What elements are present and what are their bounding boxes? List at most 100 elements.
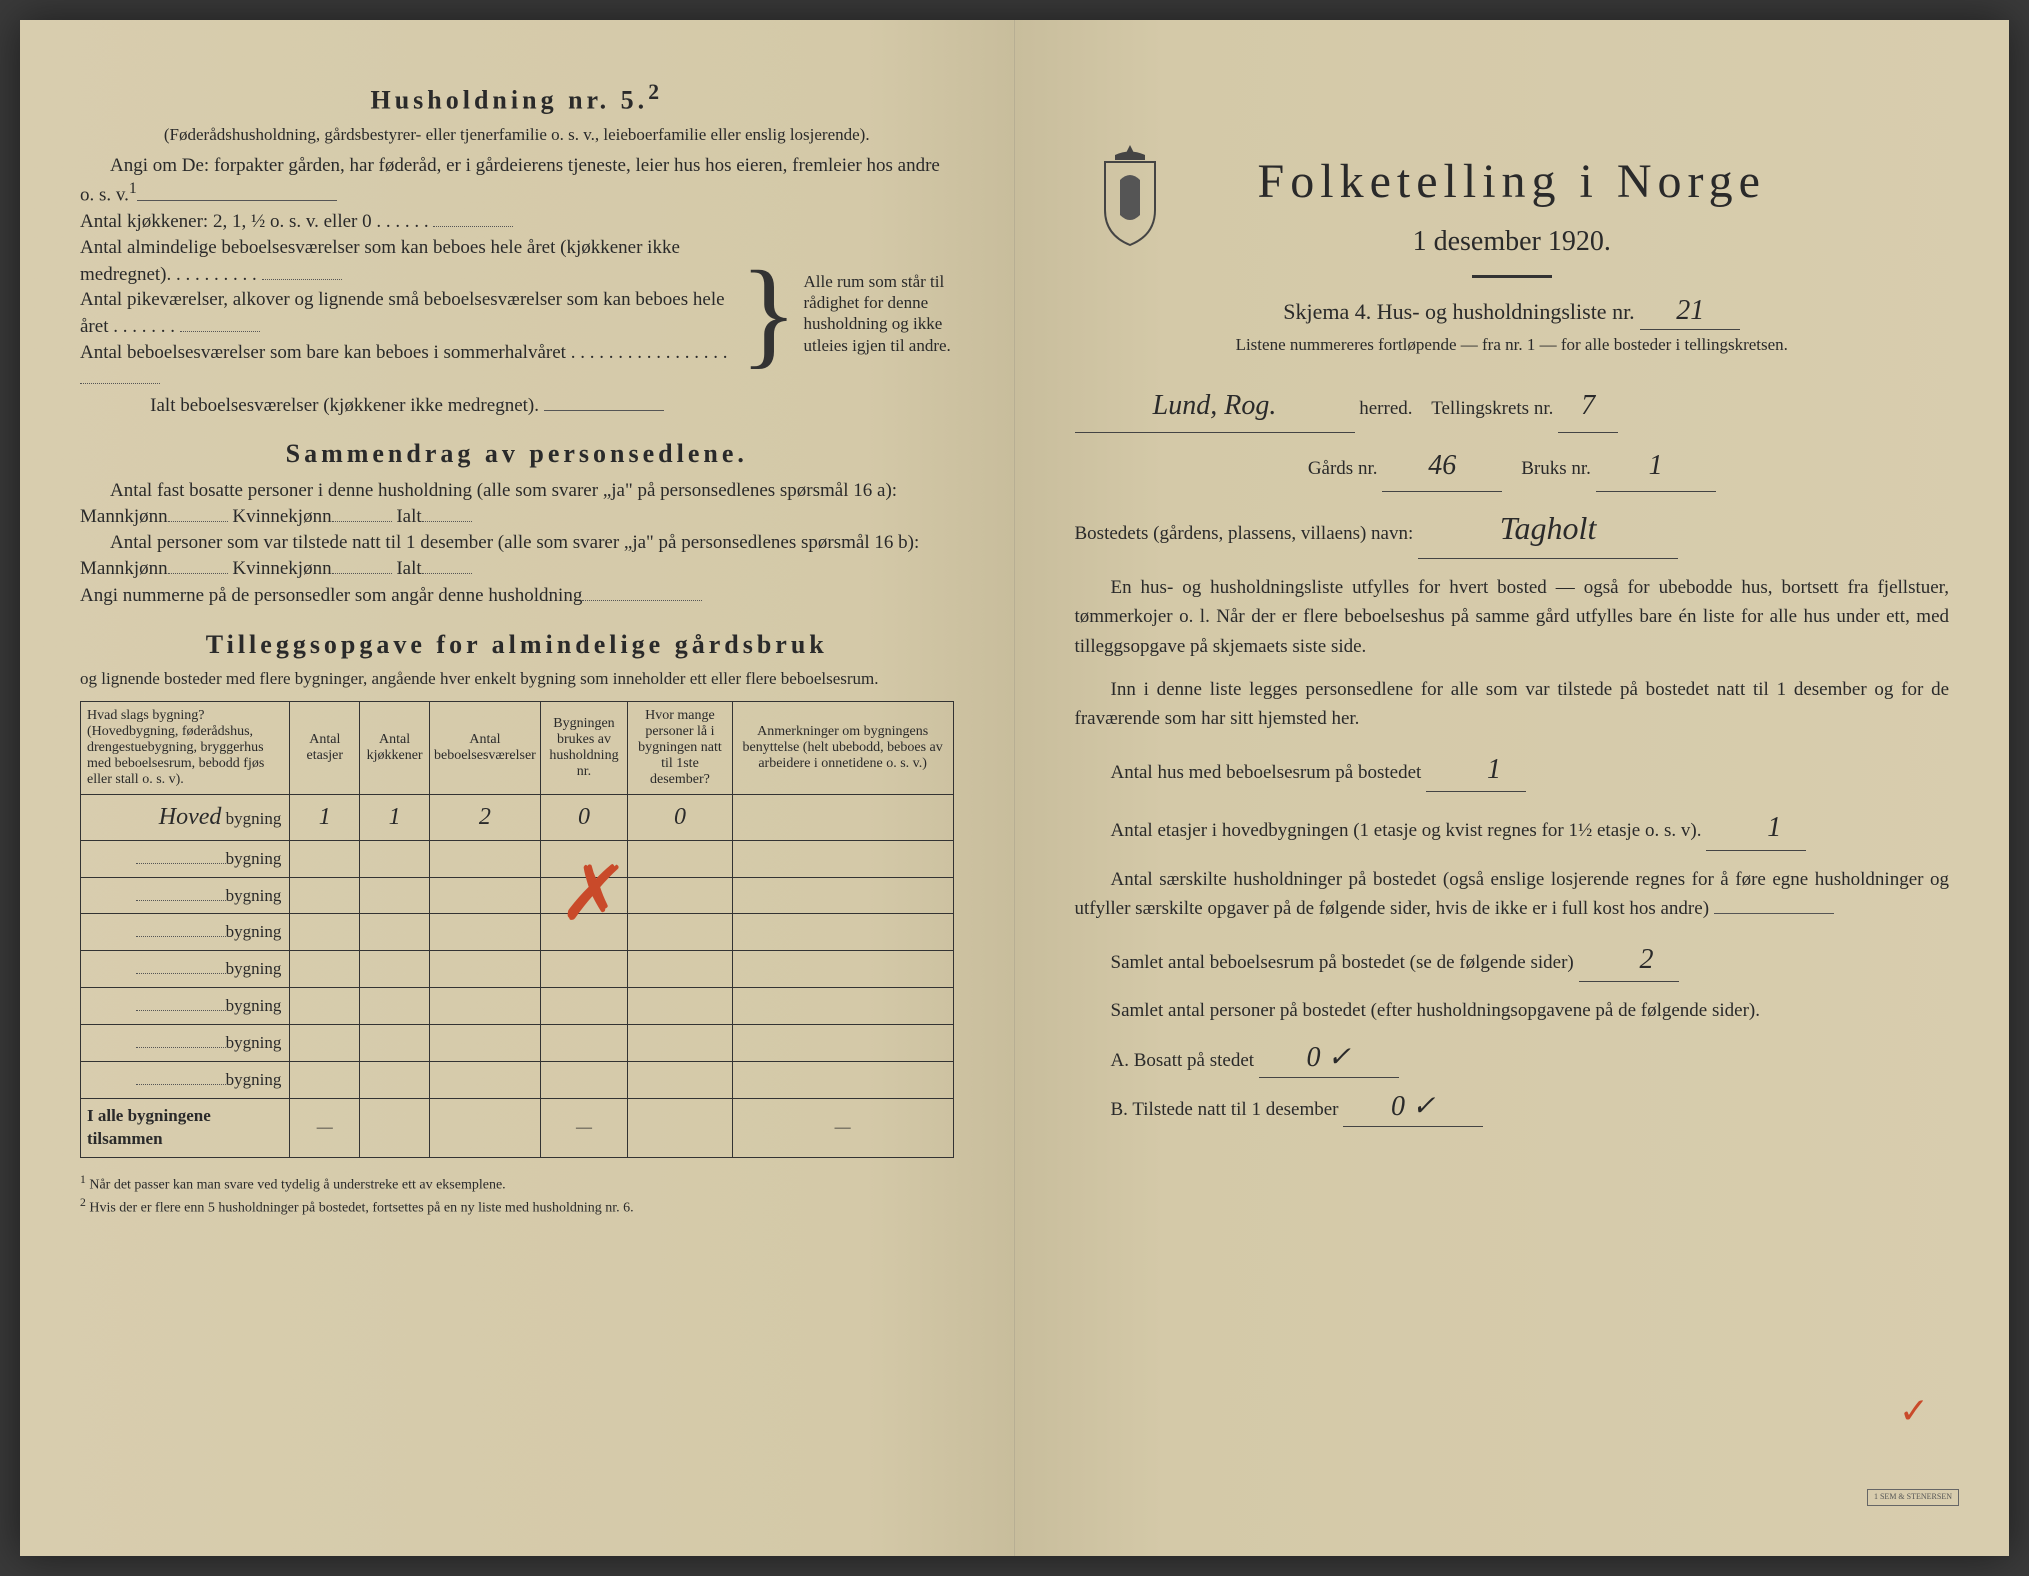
para1: En hus- og husholdningsliste utfylles fo… xyxy=(1075,573,1950,661)
gard-label: Gårds nr. xyxy=(1308,458,1378,479)
krets-value: 7 xyxy=(1558,381,1618,432)
fill xyxy=(168,555,228,574)
row-suffix: bygning xyxy=(226,886,282,905)
table-row: bygning xyxy=(81,914,954,951)
q2-text: Antal etasjer i hovedbygningen (1 etasje… xyxy=(1111,820,1702,841)
r1c6 xyxy=(732,795,953,840)
title-rule xyxy=(1472,275,1552,278)
q1-text: Antal hus med beboelsesrum på bostedet xyxy=(1111,762,1422,783)
row-label: bygning xyxy=(81,1062,290,1099)
heading-household-5: Husholdning nr. 5.2 xyxy=(80,78,954,118)
angi-num: Angi nummerne på de personsedler som ang… xyxy=(80,582,954,609)
table-head: Hvad slags bygning? (Hovedbygning, føder… xyxy=(81,701,954,794)
r1c5: 0 xyxy=(628,795,733,840)
fill xyxy=(422,503,472,522)
fn2-text: Hvis der er flere enn 5 husholdninger på… xyxy=(89,1201,633,1216)
fill xyxy=(136,1031,226,1048)
answer-a: A. Bosatt på stedet 0 ✓ xyxy=(1111,1039,1950,1078)
q1: Antal hus med beboelsesrum på bostedet 1 xyxy=(1075,748,1950,792)
row-suffix: bygning xyxy=(226,996,282,1015)
kvinne-lbl2: Kvinnekjønn xyxy=(232,558,331,579)
th-5: Hvor mange personer lå i bygningen natt … xyxy=(628,701,733,794)
room2-text: Antal pikeværelser, alkover og lignende … xyxy=(80,289,725,337)
th-6: Anmerkninger om bygningens benyttelse (h… xyxy=(732,701,953,794)
row-label: bygning xyxy=(81,1025,290,1062)
th-3: Antal beboelsesværelser xyxy=(429,701,540,794)
qA-value: 0 ✓ xyxy=(1259,1039,1399,1078)
gard-line: Gårds nr. 46 Bruks nr. 1 xyxy=(1075,441,1950,492)
fn1-num: 1 xyxy=(80,1173,86,1186)
samm1: Antal fast bosatte personer i denne hush… xyxy=(80,478,954,530)
th-1: Antal etasjer xyxy=(290,701,360,794)
room1-text: Antal almindelige beboelsesværelser som … xyxy=(80,237,680,285)
table-row: bygning xyxy=(81,877,954,914)
fill xyxy=(332,555,392,574)
angi-sup: 1 xyxy=(129,180,137,197)
ialt-lbl: Ialt xyxy=(396,506,421,527)
row1-label: Hoved bygning xyxy=(81,795,290,840)
bruks-label: Bruks nr. xyxy=(1521,458,1591,479)
angi-fill xyxy=(137,182,337,201)
red-checkmark-icon: ✓ xyxy=(1899,1387,1929,1436)
room2: Antal pikeværelser, alkover og lignende … xyxy=(80,287,734,339)
tillegg-sub: og lignende bosteder med flere bygninger… xyxy=(80,668,954,691)
row-suffix: bygning xyxy=(226,849,282,868)
room-total-text: Ialt beboelsesværelser (kjøkkener ikke m… xyxy=(150,395,539,416)
fill xyxy=(136,994,226,1011)
fill xyxy=(168,503,228,522)
bosted-label: Bostedets (gårdens, plassens, villaens) … xyxy=(1075,523,1414,544)
row-label: bygning xyxy=(81,877,290,914)
footnote-2: 2 Hvis der er flere enn 5 husholdninger … xyxy=(80,1195,954,1218)
fill xyxy=(136,920,226,937)
left-page: Husholdning nr. 5.2 (Føderådshusholdning… xyxy=(20,20,1015,1556)
herred-value: Lund, Rog. xyxy=(1075,381,1355,432)
table-header-row: Hvad slags bygning? (Hovedbygning, føder… xyxy=(81,701,954,794)
fill xyxy=(136,957,226,974)
heading-tillegg: Tilleggsopgave for almindelige gårdsbruk xyxy=(80,627,954,662)
angi-line: Angi om De: forpakter gården, har føderå… xyxy=(80,153,954,209)
samm2: Antal personer som var tilstede natt til… xyxy=(80,530,954,582)
rooms-left: Antal kjøkkener: 2, 1, ½ o. s. v. eller … xyxy=(80,208,734,418)
table-row: bygning xyxy=(81,951,954,988)
dash: — xyxy=(540,1099,627,1158)
q5: Samlet antal personer på bostedet (efter… xyxy=(1075,996,1950,1025)
dash: — xyxy=(732,1099,953,1158)
fill xyxy=(582,582,702,601)
skjema-line: Skjema 4. Hus- og husholdningsliste nr. … xyxy=(1075,292,1950,331)
subtitle: 1 desember 1920. xyxy=(1075,223,1950,261)
fill xyxy=(136,1068,226,1085)
q2: Antal etasjer i hovedbygningen (1 etasje… xyxy=(1075,806,1950,850)
document-spread: Husholdning nr. 5.2 (Føderådshusholdning… xyxy=(20,20,2009,1556)
ialt-lbl2: Ialt xyxy=(396,558,421,579)
table-total-row: I alle bygningene tilsammen — — — xyxy=(81,1099,954,1158)
fn1-text: Når det passer kan man svare ved tydelig… xyxy=(89,1178,505,1193)
row-label: bygning xyxy=(81,914,290,951)
r1c1: 1 xyxy=(290,795,360,840)
gard-value: 46 xyxy=(1382,441,1502,492)
table-row: bygning xyxy=(81,1062,954,1099)
fill xyxy=(136,847,226,864)
table-row: Hoved bygning 1 1 2 0 0 xyxy=(81,795,954,840)
table-row: bygning xyxy=(81,840,954,877)
row-suffix: bygning xyxy=(226,959,282,978)
r1c3: 2 xyxy=(429,795,540,840)
th-4: Bygningen brukes av husholdning nr. xyxy=(540,701,627,794)
room1: Antal almindelige beboelsesværelser som … xyxy=(80,235,734,287)
heading-5-text: Husholdning nr. 5. xyxy=(370,86,648,115)
fill xyxy=(262,261,342,280)
rooms-block: Antal kjøkkener: 2, 1, ½ o. s. v. eller … xyxy=(80,208,954,418)
heading-5-sup: 2 xyxy=(648,80,663,104)
sub5: (Føderådshusholdning, gårdsbestyrer- ell… xyxy=(80,124,954,147)
krets-label: Tellingskrets nr. xyxy=(1431,398,1553,419)
total-label: I alle bygningene tilsammen xyxy=(81,1099,290,1158)
angi-num-text: Angi nummerne på de personsedler som ang… xyxy=(80,585,582,606)
kjokken-text: Antal kjøkkener: 2, 1, ½ o. s. v. eller … xyxy=(80,211,372,232)
buildings-table: Hvad slags bygning? (Hovedbygning, føder… xyxy=(80,701,954,1158)
row-suffix: bygning xyxy=(226,809,282,828)
table-body: Hoved bygning 1 1 2 0 0 bygning bygning … xyxy=(81,795,954,1158)
fill xyxy=(80,365,160,384)
row-label: bygning xyxy=(81,951,290,988)
table-row: bygning xyxy=(81,988,954,1025)
fn2-num: 2 xyxy=(80,1196,86,1209)
row-suffix: bygning xyxy=(226,1033,282,1052)
